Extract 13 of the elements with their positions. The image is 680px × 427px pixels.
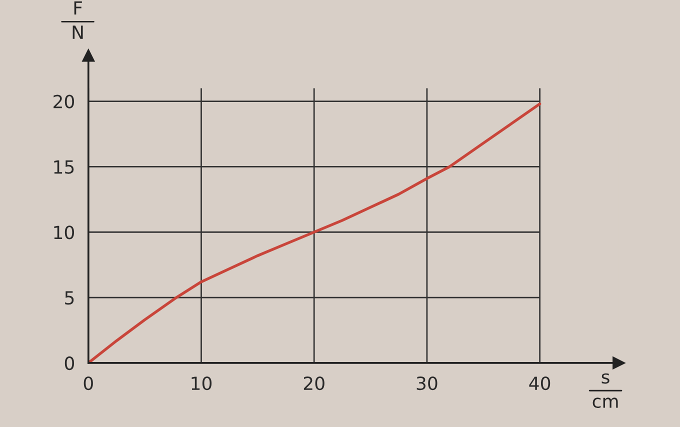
y-tick-label: 15 xyxy=(54,160,74,174)
y-tick-label: 5 xyxy=(65,291,74,305)
x-tick-label: 10 xyxy=(192,376,212,390)
x-tick-label: 40 xyxy=(529,376,550,390)
y-tick-label: 0 xyxy=(64,356,74,370)
y-tick-label: 20 xyxy=(54,94,74,108)
x-tick-label: 0 xyxy=(84,376,93,390)
y-tick-label: 10 xyxy=(54,226,74,240)
x-axis-title: s cm xyxy=(592,373,618,408)
x-tick-label: 30 xyxy=(416,376,438,390)
x-tick-label: 20 xyxy=(304,376,324,390)
y-axis-title: F N xyxy=(72,1,83,39)
line-series xyxy=(88,102,542,363)
